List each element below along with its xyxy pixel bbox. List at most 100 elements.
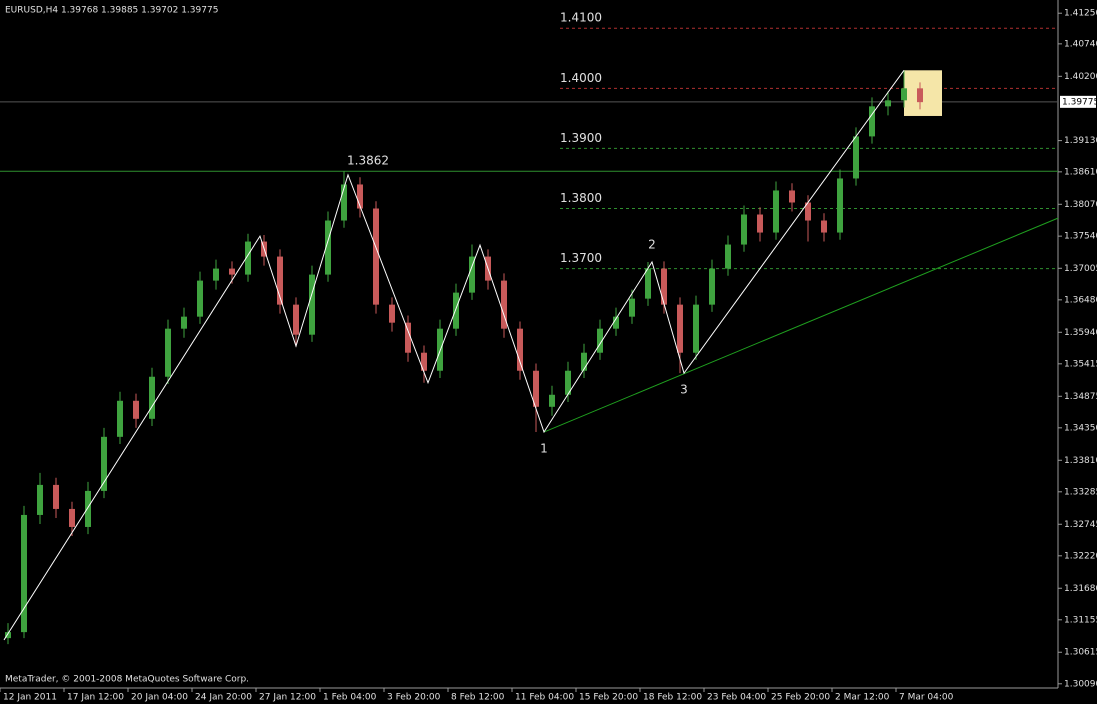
x-tick-label: 8 Feb 12:00	[451, 693, 505, 703]
y-tick-label: 1.33285	[1064, 487, 1097, 497]
candle-body	[101, 436, 107, 491]
candle-body	[357, 184, 363, 209]
candle-body	[901, 88, 907, 101]
candle-body	[293, 304, 299, 335]
candle-body	[469, 256, 475, 293]
candle-body	[693, 304, 699, 353]
y-tick-label: 1.30615	[1064, 648, 1097, 658]
candle-body	[453, 292, 459, 329]
candle-body	[229, 268, 235, 275]
y-tick-label: 1.32220	[1064, 551, 1097, 561]
y-tick-label: 1.30090	[1064, 679, 1097, 689]
candle-body	[149, 376, 155, 419]
y-tick-label: 1.38610	[1064, 167, 1097, 177]
candle-body	[37, 484, 43, 515]
footer: MetaTrader, © 2001-2008 MetaQuotes Softw…	[5, 675, 249, 685]
y-tick-label: 1.32745	[1064, 520, 1097, 530]
candle-body	[309, 274, 315, 335]
candle-body	[165, 328, 171, 377]
candle-body	[373, 208, 379, 305]
candle-body	[533, 370, 539, 407]
candle-body	[117, 400, 123, 437]
candle-body	[549, 394, 555, 407]
level-label: 1.3900	[560, 131, 602, 145]
candle-body	[709, 268, 715, 305]
y-tick-label: 1.37005	[1064, 264, 1097, 274]
candle-body	[581, 352, 587, 371]
candle-body	[789, 190, 795, 203]
chart-title: EURUSD,H4 1.39768 1.39885 1.39702 1.3977…	[5, 6, 218, 16]
candle-body	[565, 370, 571, 395]
candle-body	[277, 256, 283, 305]
candle-body	[181, 316, 187, 329]
x-tick-label: 25 Feb 20:00	[771, 693, 830, 703]
x-tick-label: 1 Feb 04:00	[323, 693, 377, 703]
level-label: 1.3800	[560, 191, 602, 205]
candle-body	[725, 244, 731, 269]
y-tick-label: 1.39130	[1064, 136, 1097, 146]
x-tick-label: 2 Mar 12:00	[835, 693, 890, 703]
y-tick-label: 1.36480	[1064, 295, 1097, 305]
candle-body	[21, 514, 27, 633]
candle-body	[213, 268, 219, 281]
candle-body	[885, 100, 891, 107]
level-label: 1.4000	[560, 71, 602, 85]
candle-body	[661, 268, 667, 305]
candle-body	[613, 316, 619, 329]
wave-label: 1	[540, 442, 548, 456]
x-tick-label: 18 Feb 12:00	[643, 693, 702, 703]
candle-body	[245, 241, 251, 275]
candle-body	[677, 304, 683, 353]
candle-body	[773, 190, 779, 233]
candle-body	[341, 184, 347, 221]
candle-body	[85, 490, 91, 527]
y-tick-label: 1.37540	[1064, 232, 1097, 242]
x-tick-label: 27 Jan 12:00	[259, 693, 316, 703]
candle-body	[629, 298, 635, 317]
trendline	[543, 217, 1059, 433]
y-tick-label: 1.31155	[1064, 615, 1097, 625]
x-tick-label: 20 Jan 04:00	[131, 693, 188, 703]
candle-body	[133, 400, 139, 419]
x-tick-label: 12 Jan 2011	[3, 693, 57, 703]
candle-body	[5, 632, 11, 639]
x-tick-label: 24 Jan 20:00	[195, 693, 252, 703]
price-tag-label: 1.39775	[1062, 97, 1097, 107]
candle-body	[821, 220, 827, 233]
candle-body	[53, 484, 59, 509]
y-tick-label: 1.31680	[1064, 584, 1097, 594]
y-tick-label: 1.33810	[1064, 456, 1097, 466]
candle-body	[837, 178, 843, 233]
y-tick-label: 1.35940	[1064, 328, 1097, 338]
candle-body	[421, 352, 427, 371]
candle-body	[389, 304, 395, 323]
price-tag	[1060, 95, 1096, 108]
resistance-label: 1.3862	[347, 154, 389, 168]
candle-body	[517, 328, 523, 371]
x-tick-label: 23 Feb 04:00	[707, 693, 766, 703]
y-tick-label: 1.40200	[1064, 72, 1097, 82]
zigzag	[3, 70, 905, 641]
candle-body	[645, 268, 651, 299]
y-tick-label: 1.34875	[1064, 392, 1097, 402]
candle-body	[805, 202, 811, 221]
x-tick-label: 15 Feb 20:00	[579, 693, 638, 703]
y-tick-label: 1.38070	[1064, 200, 1097, 210]
candle-body	[869, 106, 875, 137]
y-tick-label: 1.34350	[1064, 423, 1097, 433]
candle-body	[405, 322, 411, 353]
level-label: 1.4100	[560, 11, 602, 25]
wave-label: 2	[648, 237, 656, 251]
candle-body	[197, 280, 203, 317]
candle-body	[69, 508, 75, 527]
candle-body	[741, 214, 747, 245]
x-tick-label: 7 Mar 04:00	[899, 693, 954, 703]
y-tick-label: 1.40740	[1064, 39, 1097, 49]
x-tick-label: 11 Feb 04:00	[515, 693, 574, 703]
y-tick-label: 1.35415	[1064, 359, 1097, 369]
candle-body	[325, 220, 331, 275]
candle-body	[917, 88, 923, 103]
candle-body	[853, 136, 859, 179]
level-label: 1.3700	[560, 251, 602, 265]
